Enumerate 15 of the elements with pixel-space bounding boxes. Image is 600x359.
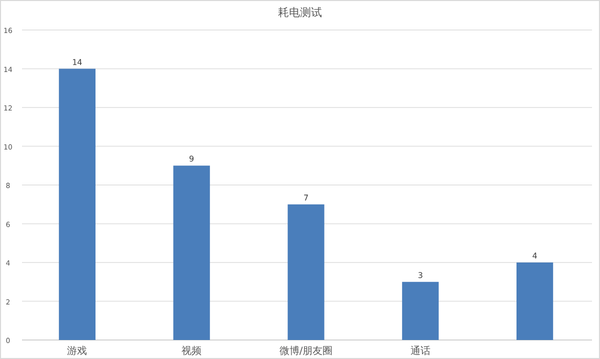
bar — [288, 204, 324, 340]
x-tick-label: 游戏 — [67, 345, 88, 357]
x-tick-label: 通话 — [410, 345, 430, 357]
data-label: 9 — [189, 154, 194, 164]
bar — [58, 68, 96, 340]
bar — [516, 262, 554, 340]
data-label: 4 — [532, 252, 538, 260]
x-tick-label: 微博/朋友圈 — [279, 345, 333, 357]
bar — [173, 166, 210, 340]
data-label: 14 — [72, 58, 82, 67]
x-tick-label: 视频 — [182, 345, 202, 357]
data-label: 3 — [418, 270, 423, 280]
chart-title: 耗电测试 — [278, 6, 322, 19]
data-label: 7 — [303, 193, 309, 202]
bar — [402, 282, 439, 340]
